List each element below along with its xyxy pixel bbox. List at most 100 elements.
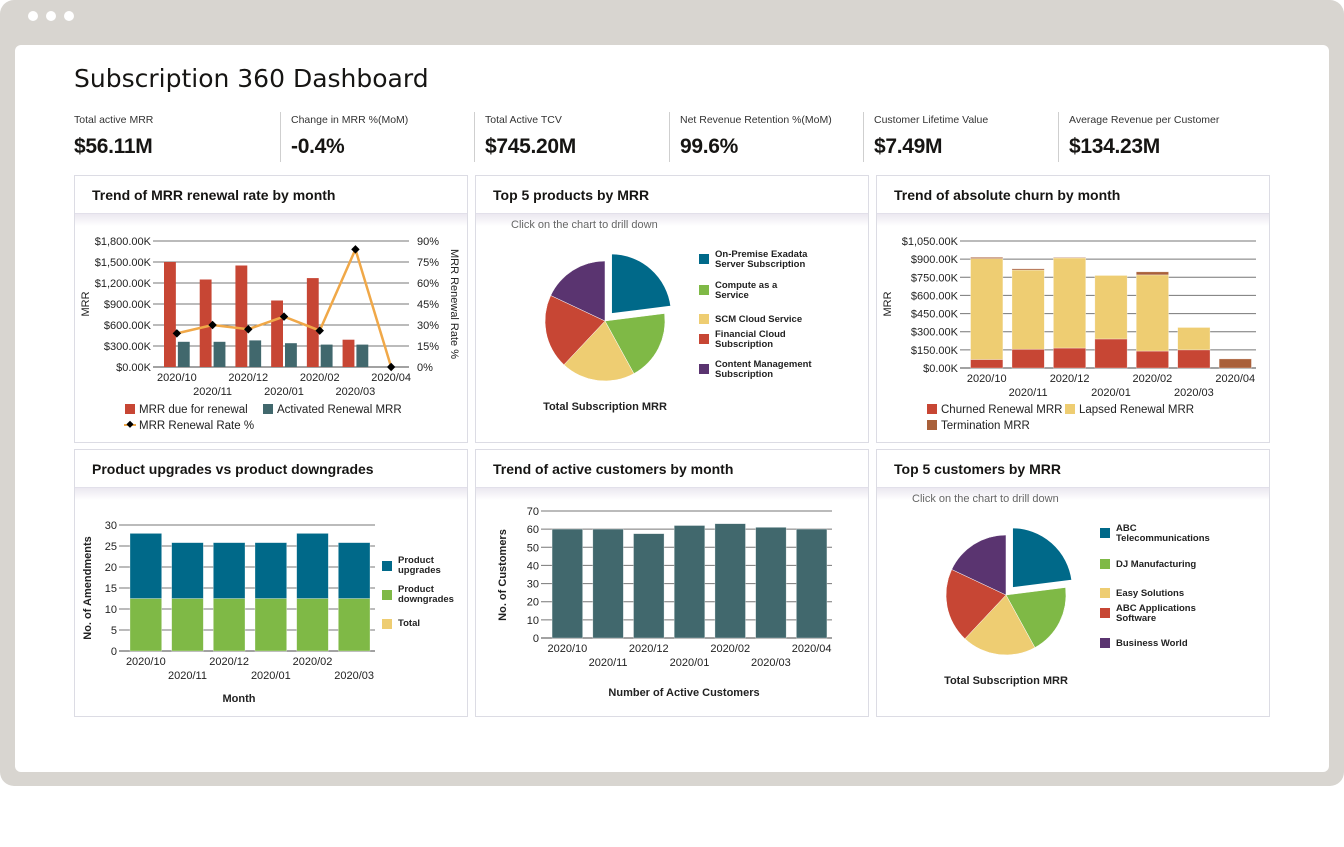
panel-title: Trend of MRR renewal rate by month — [75, 176, 467, 214]
y-axis-label: No. of Amendments — [82, 536, 94, 640]
pie-slice[interactable] — [1010, 526, 1074, 590]
bar[interactable] — [285, 343, 297, 367]
bar[interactable] — [306, 278, 319, 367]
y-tick-label: 5 — [111, 625, 117, 637]
pie-slice[interactable] — [964, 594, 1036, 656]
bar[interactable] — [199, 279, 212, 368]
legend-label: SCM Cloud Service — [715, 314, 802, 325]
upgrades-downgrades-chart[interactable]: 0 5 10 15 20 25 30 2020/102020/112020/122020/01… — [75, 450, 469, 718]
line-point[interactable] — [279, 312, 289, 321]
bar[interactable] — [970, 359, 1004, 369]
pie-slice[interactable] — [609, 252, 673, 316]
bar[interactable] — [796, 528, 828, 639]
bar[interactable] — [338, 598, 371, 652]
kpi-customer-lifetime-value[interactable]: Customer Lifetime Value $7.49M — [863, 112, 988, 162]
bar[interactable] — [271, 300, 283, 368]
bar[interactable] — [356, 344, 369, 367]
header-band — [476, 488, 868, 500]
bar[interactable] — [1177, 327, 1211, 351]
y-axis-label: MRR — [882, 291, 894, 316]
bar[interactable] — [755, 527, 787, 639]
legend-label: ABC Applications — [1116, 603, 1196, 614]
bar[interactable] — [171, 598, 204, 652]
bar[interactable] — [296, 533, 329, 599]
bar[interactable] — [1011, 348, 1045, 369]
x-axis-label: Month — [223, 693, 256, 705]
bar[interactable] — [171, 542, 204, 599]
kpi-net-revenue-retention[interactable]: Net Revenue Retention %(MoM) 99.6% — [669, 112, 832, 162]
bar[interactable] — [213, 598, 246, 652]
absolute-churn-chart[interactable]: $0.00K $150.00K $300.00K $450.00K $600.00K $7… — [877, 176, 1271, 444]
pie-slice[interactable] — [550, 260, 606, 322]
top-customers-pie[interactable]: Total Subscription MRR ABCTelecommunicati… — [877, 450, 1271, 718]
kpi-average-revenue-per-customer[interactable]: Average Revenue per Customer $134.23M — [1058, 112, 1219, 162]
bar[interactable] — [254, 598, 287, 652]
mrr-renewal-chart[interactable]: $0.00K $300.00K $600.00K $900.00K $1,200.00K… — [75, 176, 469, 444]
x-tick-label: 2020/01 — [251, 670, 291, 682]
bar[interactable] — [1053, 257, 1087, 349]
bar[interactable] — [714, 523, 746, 639]
line-point[interactable] — [351, 245, 360, 254]
bar[interactable] — [1218, 358, 1252, 369]
pie-slice[interactable] — [604, 313, 666, 374]
bar[interactable] — [1135, 274, 1169, 352]
kpi-change-in-mrr[interactable]: Change in MRR %(MoM) -0.4% — [280, 112, 408, 162]
kpi-total-active-tcv[interactable]: Total Active TCV $745.20M — [474, 112, 576, 162]
x-tick-label: 2020/04 — [371, 372, 411, 384]
bar[interactable] — [633, 533, 665, 639]
bar[interactable] — [1053, 257, 1087, 259]
pie-slice[interactable] — [544, 295, 606, 366]
bar[interactable] — [129, 533, 162, 599]
bar[interactable] — [1094, 275, 1128, 340]
bar[interactable] — [1177, 349, 1211, 369]
pie-slice[interactable] — [945, 569, 1007, 640]
legend-swatch — [1100, 528, 1110, 538]
bar[interactable] — [592, 528, 624, 639]
line-point[interactable] — [172, 329, 182, 338]
line-point[interactable] — [315, 326, 324, 335]
bar[interactable] — [1135, 350, 1169, 369]
bar[interactable] — [254, 542, 287, 599]
bar[interactable] — [129, 598, 162, 652]
kpi-label: Average Revenue per Customer — [1069, 114, 1220, 126]
bar[interactable] — [235, 265, 248, 368]
line-point[interactable] — [244, 324, 253, 334]
bar[interactable] — [1094, 338, 1128, 369]
pie-slice[interactable] — [563, 320, 635, 382]
bar[interactable] — [177, 341, 190, 367]
header-band — [877, 214, 1269, 226]
legend-swatch — [125, 404, 135, 414]
top-products-pie[interactable]: Total Subscription MRR On-Premise Exadata… — [476, 176, 870, 444]
line-point[interactable] — [386, 362, 396, 372]
bar[interactable] — [296, 598, 329, 652]
bar[interactable] — [342, 339, 355, 367]
bar[interactable] — [338, 542, 371, 599]
bar[interactable] — [320, 344, 333, 367]
pie-slice[interactable] — [951, 534, 1007, 596]
panel-upgrades-downgrades: 0 5 10 15 20 25 30 2020/10 2020/11 2020/12 2020/01… — [74, 449, 468, 717]
bar[interactable] — [249, 340, 262, 367]
bar[interactable] — [673, 525, 706, 639]
bar[interactable] — [1011, 269, 1045, 350]
bar[interactable] — [213, 341, 226, 367]
active-customers-chart[interactable]: 0102030405060702020/102020/112020/122020… — [476, 450, 870, 718]
kpi-total-active-mrr[interactable]: Total active MRR $56.11M — [64, 112, 153, 162]
bar[interactable] — [551, 528, 583, 639]
y2-tick-label: 0% — [417, 362, 433, 374]
bar[interactable] — [213, 542, 246, 599]
y2-tick-label: 30% — [417, 320, 439, 332]
header-band — [476, 214, 868, 226]
bar[interactable] — [1135, 271, 1169, 276]
pie-title: Total Subscription MRR — [944, 675, 1068, 687]
line-point[interactable] — [208, 320, 217, 330]
legend-swatch — [699, 334, 709, 344]
bar[interactable] — [164, 262, 176, 367]
bar[interactable] — [970, 258, 1004, 360]
bar[interactable] — [1011, 268, 1045, 271]
y-tick-label: $300.00K — [104, 341, 152, 353]
bar[interactable] — [1053, 347, 1087, 369]
bar[interactable] — [970, 257, 1004, 259]
legend-swatch — [1100, 608, 1110, 618]
y-tick-label: $1,050.00K — [902, 236, 959, 248]
pie-slice[interactable] — [1005, 587, 1067, 648]
